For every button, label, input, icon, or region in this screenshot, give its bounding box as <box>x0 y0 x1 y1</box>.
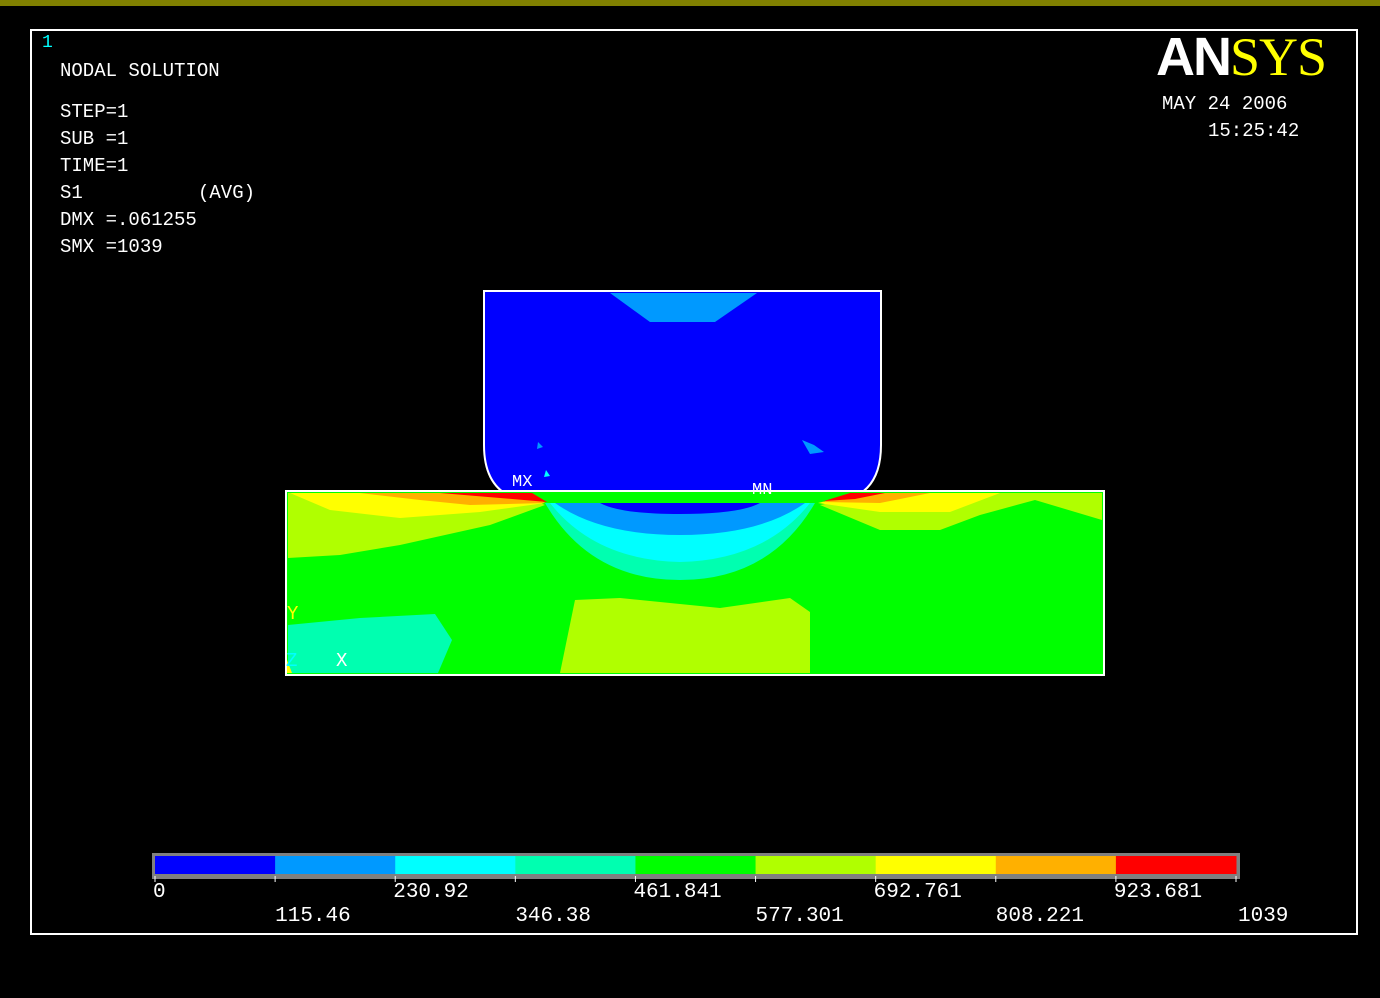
ansys-logo: ANSYS <box>1156 27 1327 87</box>
date-stamp: MAY 24 2006 <box>1162 93 1288 115</box>
legend-label-lower-1: 346.38 <box>515 905 591 928</box>
legend-label-upper-2: 461.841 <box>633 881 722 904</box>
logo-an: AN <box>1156 27 1232 87</box>
triad-x-label: X <box>336 650 348 672</box>
legend-band-0 <box>155 856 276 874</box>
triad-z-label: Z <box>286 650 298 672</box>
time-label: TIME=1 <box>60 155 129 177</box>
min-marker-label: MN <box>752 481 773 500</box>
legend-label-lower-4: 1039 <box>1238 905 1289 928</box>
logo-sys: SYS <box>1230 27 1327 87</box>
legend-bar <box>152 853 1240 882</box>
triad-y-label: Y <box>287 603 299 625</box>
legend-band-5 <box>755 856 877 874</box>
substep-label: SUB =1 <box>60 128 129 150</box>
time-stamp: 15:25:42 <box>1208 120 1300 142</box>
legend-label-upper-4: 923.681 <box>1113 881 1203 904</box>
legend-label-lower-2: 577.301 <box>755 905 844 928</box>
legend-band-8 <box>1115 856 1237 874</box>
legend-band-3 <box>515 856 636 874</box>
averaging-label: (AVG) <box>198 182 256 204</box>
window-number: 1 <box>42 33 53 53</box>
legend-band-6 <box>875 856 997 874</box>
legend-band-7 <box>995 856 1117 874</box>
legend-label-upper-0: 0 <box>153 881 166 904</box>
viewport-frame <box>30 29 1358 935</box>
legend-band-1 <box>275 856 396 874</box>
max-marker-label: MX <box>512 473 533 492</box>
window-top-bar <box>0 0 1380 6</box>
punch-body <box>483 290 882 503</box>
result-title: NODAL SOLUTION <box>60 60 220 82</box>
legend-label-lower-0: 115.46 <box>275 905 351 928</box>
legend-band-2 <box>395 856 516 874</box>
step-label: STEP=1 <box>60 101 129 123</box>
base-plate <box>285 490 1105 676</box>
legend-band-4 <box>635 856 757 874</box>
max-displacement: DMX =.061255 <box>60 209 197 231</box>
max-stress: SMX =1039 <box>60 236 163 258</box>
legend-label-upper-3: 692.761 <box>873 881 962 904</box>
result-item: S1 <box>60 182 83 204</box>
legend-label-lower-3: 808.221 <box>995 905 1084 928</box>
legend-label-upper-1: 230.92 <box>393 881 469 904</box>
